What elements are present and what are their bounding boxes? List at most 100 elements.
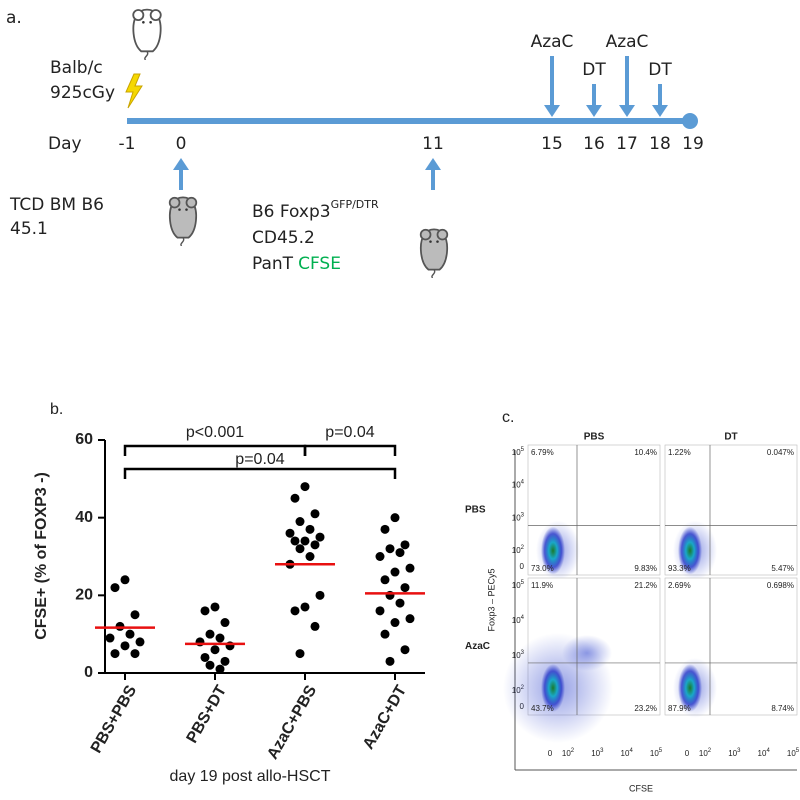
axis-tick-label: 103: [512, 512, 525, 523]
treatment-arrow-head: [586, 105, 602, 117]
tick-exponent: 3: [521, 512, 525, 518]
quadrant-percent: 0.698%: [767, 581, 794, 590]
quadrant-percent: 11.9%: [531, 581, 553, 590]
tick-exponent: 5: [521, 447, 525, 453]
column-header: DT: [724, 432, 737, 443]
irradiation-icon: [125, 73, 143, 109]
data-point: [130, 610, 140, 620]
donor-mouse: [168, 196, 198, 246]
row-header: AzaC: [465, 641, 490, 652]
data-point: [285, 528, 295, 538]
data-point: [295, 544, 305, 554]
tick-exponent: 3: [600, 748, 604, 754]
day: 19: [682, 134, 704, 154]
data-point: [310, 621, 320, 631]
data-point: [215, 664, 225, 674]
data-point: [310, 509, 320, 519]
tick-base: 10: [512, 481, 521, 490]
density-core: [541, 526, 565, 575]
quadrant-percent: 23.2%: [634, 704, 657, 713]
column-header: PBS: [584, 432, 605, 443]
treatment-arrow-head: [619, 105, 635, 117]
axis-tick-label: 105: [787, 748, 800, 759]
tick-base: 10: [512, 513, 521, 522]
quadrant-percent: 9.83%: [634, 564, 657, 573]
timeline-end: [682, 113, 698, 129]
quadrant-percent: 21.2%: [634, 581, 657, 590]
quadrant-percent: 2.69%: [668, 581, 691, 590]
panel-b: b. CFSE+ (% of FOXP3 -) day 19 post allo…: [33, 401, 425, 785]
tick-exponent: 4: [766, 748, 770, 754]
data-point: [385, 656, 395, 666]
data-point: [205, 660, 215, 670]
tick-base: 10: [512, 581, 521, 590]
axis-tick-label: 0: [685, 749, 690, 758]
axis-tick-label: 104: [512, 615, 525, 626]
p-value: p<0.001: [186, 424, 244, 441]
treatment-arrow-head: [652, 105, 668, 117]
axis-tick-label: 105: [512, 447, 525, 458]
data-point: [305, 552, 315, 561]
day: 11: [422, 134, 444, 154]
panel-a: a. Balb/c 925cGy Day TCD BM B6 45.1 B6 F…: [6, 8, 704, 278]
y-axis-label: Foxp3 – PECy5: [486, 568, 496, 631]
data-point: [405, 614, 415, 624]
strain: Balb/c: [50, 58, 103, 78]
data-point: [390, 567, 400, 577]
day: 18: [649, 134, 671, 154]
axis-tick-label: 102: [512, 545, 525, 556]
day: 17: [616, 134, 638, 154]
y-tick-label: 0: [84, 664, 93, 681]
panel-label: a.: [6, 8, 22, 28]
data-point: [295, 649, 305, 659]
tick-base: 10: [650, 749, 659, 758]
tick-exponent: 5: [659, 748, 663, 754]
flow-plot-frame: [664, 444, 798, 576]
y-tick-label: 60: [75, 431, 93, 448]
transfer-arrow-head: [425, 158, 441, 170]
tick-base: 10: [787, 749, 796, 758]
donor-t-text: PanT: [252, 254, 294, 274]
axis-tick-label: 102: [562, 748, 575, 759]
axis-tick-label: 104: [758, 748, 771, 759]
donor-mouse: [419, 228, 449, 278]
tick-base: 10: [512, 616, 521, 625]
tick-exponent: 2: [521, 545, 525, 551]
axis-tick-label: 102: [699, 748, 712, 759]
tick-exponent: 5: [521, 580, 525, 586]
data-point: [400, 583, 410, 593]
data-point: [300, 602, 310, 612]
quadrant-percent: 87.9%: [668, 704, 691, 713]
data-point: [375, 606, 385, 616]
data-point: [385, 544, 395, 554]
data-point: [120, 641, 130, 651]
y-tick-label: 20: [75, 587, 93, 604]
donor-t: B6 Foxp3GFP/DTR: [252, 198, 379, 222]
tick-exponent: 3: [737, 748, 741, 754]
x-tick-label: PBS+PBS: [88, 682, 140, 756]
axis-tick-label: 0: [548, 749, 553, 758]
tick-exponent: 4: [521, 479, 525, 485]
data-point: [130, 649, 140, 659]
data-point: [300, 482, 310, 492]
donor-t: PanT CFSE: [252, 254, 341, 274]
data-point: [290, 493, 300, 503]
data-point: [390, 618, 400, 628]
data-point: [380, 524, 390, 534]
donor-t-sup: GFP/DTR: [331, 198, 379, 211]
tick-base: 10: [621, 749, 630, 758]
treatment-arrow-head: [544, 105, 560, 117]
treatment: DT: [648, 60, 672, 80]
significance-bracket: [303, 444, 397, 456]
row-header: PBS: [465, 505, 486, 516]
tick-base: 10: [591, 749, 600, 758]
quadrant-percent: 1.22%: [668, 448, 691, 457]
axis-tick-label: 103: [591, 748, 604, 759]
data-point: [210, 602, 220, 612]
data-point: [125, 629, 135, 639]
donor-t: CD45.2: [252, 228, 315, 248]
donor-t-text: B6 Foxp3: [252, 202, 331, 222]
data-point: [400, 540, 410, 550]
data-point: [300, 536, 310, 546]
